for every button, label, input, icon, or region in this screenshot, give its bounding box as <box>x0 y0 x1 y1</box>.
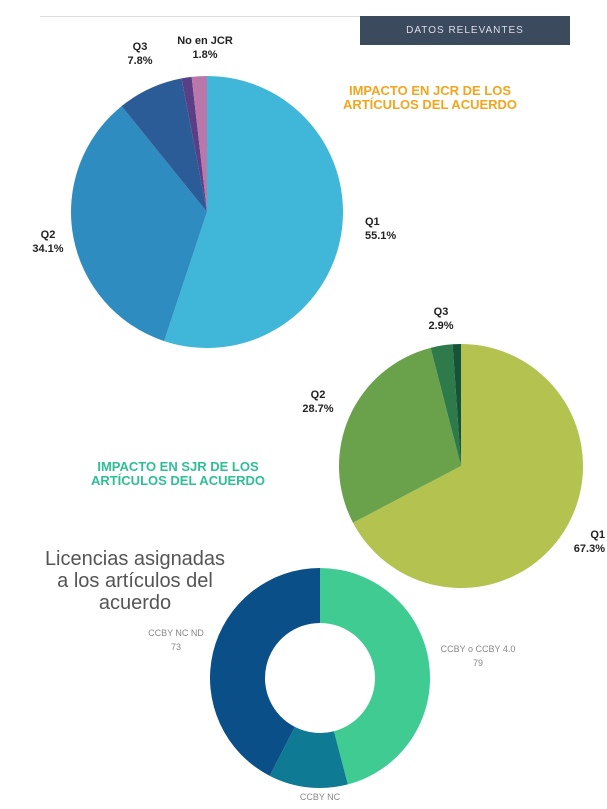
value-label: 2.9% <box>428 320 453 332</box>
slice-label: Q3 <box>434 306 449 318</box>
slice <box>338 347 461 523</box>
slice <box>191 76 207 212</box>
slice-label: CCBY o CCBY 4.0 <box>441 644 516 654</box>
slice-label: Q2 <box>41 229 56 241</box>
value-label: 55.1% <box>365 230 396 242</box>
slice-label: CCBY NC <box>300 792 341 802</box>
value-label: 28.7% <box>302 403 333 415</box>
slice <box>452 344 461 466</box>
slice <box>269 726 348 788</box>
value-label: 79 <box>473 658 483 668</box>
chart-title: Licencias asignadas a los artículos del … <box>44 548 226 614</box>
slice <box>209 568 320 776</box>
slice <box>430 344 461 466</box>
slice <box>320 568 430 785</box>
top-rule <box>40 16 360 17</box>
slice <box>353 344 583 588</box>
value-label: 73 <box>171 642 181 652</box>
value-label: 67.3% <box>574 543 605 555</box>
value-label: 34.1% <box>32 243 63 255</box>
slice <box>181 76 207 212</box>
value-label: 1.8% <box>192 49 217 61</box>
slice-label: No en JCR <box>177 35 233 47</box>
chart-title: IMPACTO EN JCR DE LOS ARTÍCULOS DEL ACUE… <box>342 83 518 113</box>
slice <box>121 78 207 212</box>
slice-label: Q3 <box>133 41 148 53</box>
slice-label: Q1 <box>365 216 380 228</box>
value-label: 7.8% <box>127 55 152 67</box>
slice <box>70 106 208 342</box>
slice-label: Q1 <box>590 529 605 541</box>
header-label: DATOS RELEVANTES <box>360 16 570 45</box>
slice-label: Q2 <box>311 389 326 401</box>
chart-title: IMPACTO EN SJR DE LOS ARTÍCULOS DEL ACUE… <box>90 459 266 489</box>
slice-label: CCBY NC ND <box>148 628 204 638</box>
slice <box>164 76 343 348</box>
